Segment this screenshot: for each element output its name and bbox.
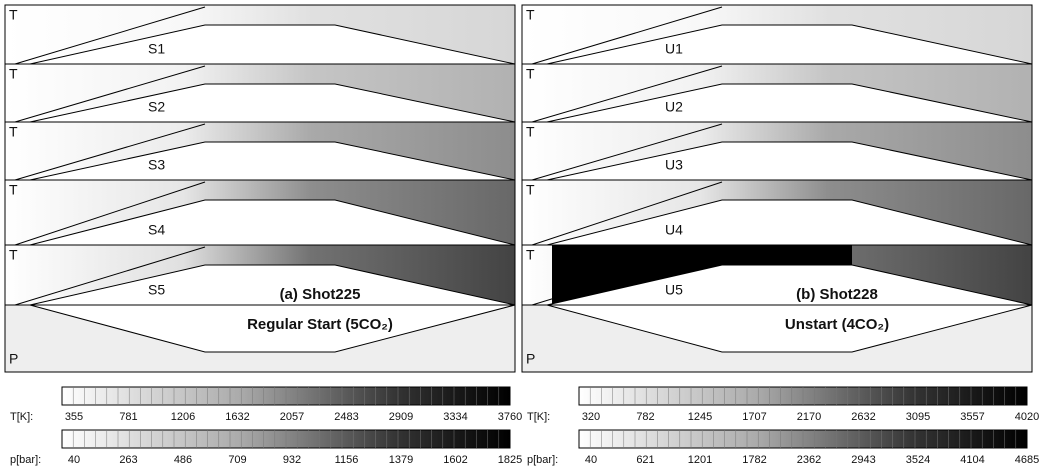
colorbar-tick-label: 4104 [960,454,984,466]
strip-label: U1 [665,41,683,57]
colorbar-tick-label: 40 [68,454,80,466]
colorbar-tick-label: 263 [119,454,137,466]
figure: T S1 T S2 T S3 T S4 T S5 P (a) Shot225 Regular Start… [0,0,1040,469]
colorbar-tick-label: 621 [636,454,654,466]
strip-label: U3 [665,157,683,173]
field-label: T [526,124,535,140]
colorbar-tick-label: 781 [119,411,137,423]
colorbar-tick-label: 40 [585,454,597,466]
strip-label: S3 [148,157,165,173]
colorbar-tick-label: 320 [582,411,600,423]
colorbar-tick-label: 932 [283,454,301,466]
colorbar-tick-label: 2483 [334,411,358,423]
colorbar-tick-label: 4020 [1015,411,1039,423]
panel: T S1 T S2 T S3 T S4 T S5 P (a) Shot225 Regular Start… [5,5,522,466]
strip-label: S4 [148,222,165,238]
colorbar-tick-label: 355 [65,411,83,423]
colorbar-tick-label: 1206 [171,411,195,423]
colorbar-label: p[bar]: [10,454,41,466]
panel: T U1 T U2 T U3 T U4 T U5 P (b) Shot228 Unstart (4CO₂… [522,5,1039,466]
colorbar-tick-label: 1245 [688,411,712,423]
colorbar-tick-label: 1782 [742,454,766,466]
colorbar-tick-label: 4685 [1015,454,1039,466]
colorbar-tick-label: 2943 [851,454,875,466]
field-label: T [9,247,18,263]
colorbar-tick-label: 2632 [851,411,875,423]
colorbar-tick-label: 709 [228,454,246,466]
colorbar-tick-label: 3334 [443,411,467,423]
field-label: T [526,247,535,263]
field-label: T [9,182,18,198]
colorbar-tick-label: 3095 [906,411,930,423]
colorbar-tick-label: 2362 [797,454,821,466]
colorbar-tick-label: 3557 [960,411,984,423]
field-label: T [526,66,535,82]
colorbar-tick-label: 1632 [225,411,249,423]
strip-label: U5 [665,282,683,298]
colorbar-tick-label: 3524 [906,454,930,466]
field-label: T [526,7,535,23]
strip-label: S2 [148,99,165,115]
field-label: T [526,182,535,198]
strip-label: U4 [665,222,683,238]
colorbar-tick-label: 486 [174,454,192,466]
strip-label: S5 [148,282,165,298]
colorbar-tick-label: 1201 [688,454,712,466]
colorbar-tick-label: 1156 [335,454,359,466]
panel-title: (b) Shot228 [796,286,878,303]
panel-subtitle: Regular Start (5CO₂) [247,316,393,333]
panel-title: (a) Shot225 [280,286,361,303]
field-label: T [9,124,18,140]
strip-label: U2 [665,99,683,115]
colorbar-label: p[bar]: [527,454,558,466]
colorbar-label: T[K]: [10,411,33,423]
colorbar-tick-label: 3760 [498,411,522,423]
colorbar-tick-label: 1825 [498,454,522,466]
field-label: P [526,351,535,367]
panel-subtitle: Unstart (4CO₂) [785,316,889,333]
colorbar-tick-label: 1379 [389,454,413,466]
colorbar-label: T[K]: [527,411,550,423]
colorbar-tick-label: 1707 [742,411,766,423]
field-label: T [9,66,18,82]
field-label: T [9,7,18,23]
strip-label: S1 [148,41,165,57]
colorbar-tick-label: 2170 [797,411,821,423]
colorbar-tick-label: 782 [636,411,654,423]
field-label: P [9,351,18,367]
colorbar-tick-label: 2057 [280,411,304,423]
colorbar-tick-label: 2909 [389,411,413,423]
colorbar-tick-label: 1602 [443,454,467,466]
